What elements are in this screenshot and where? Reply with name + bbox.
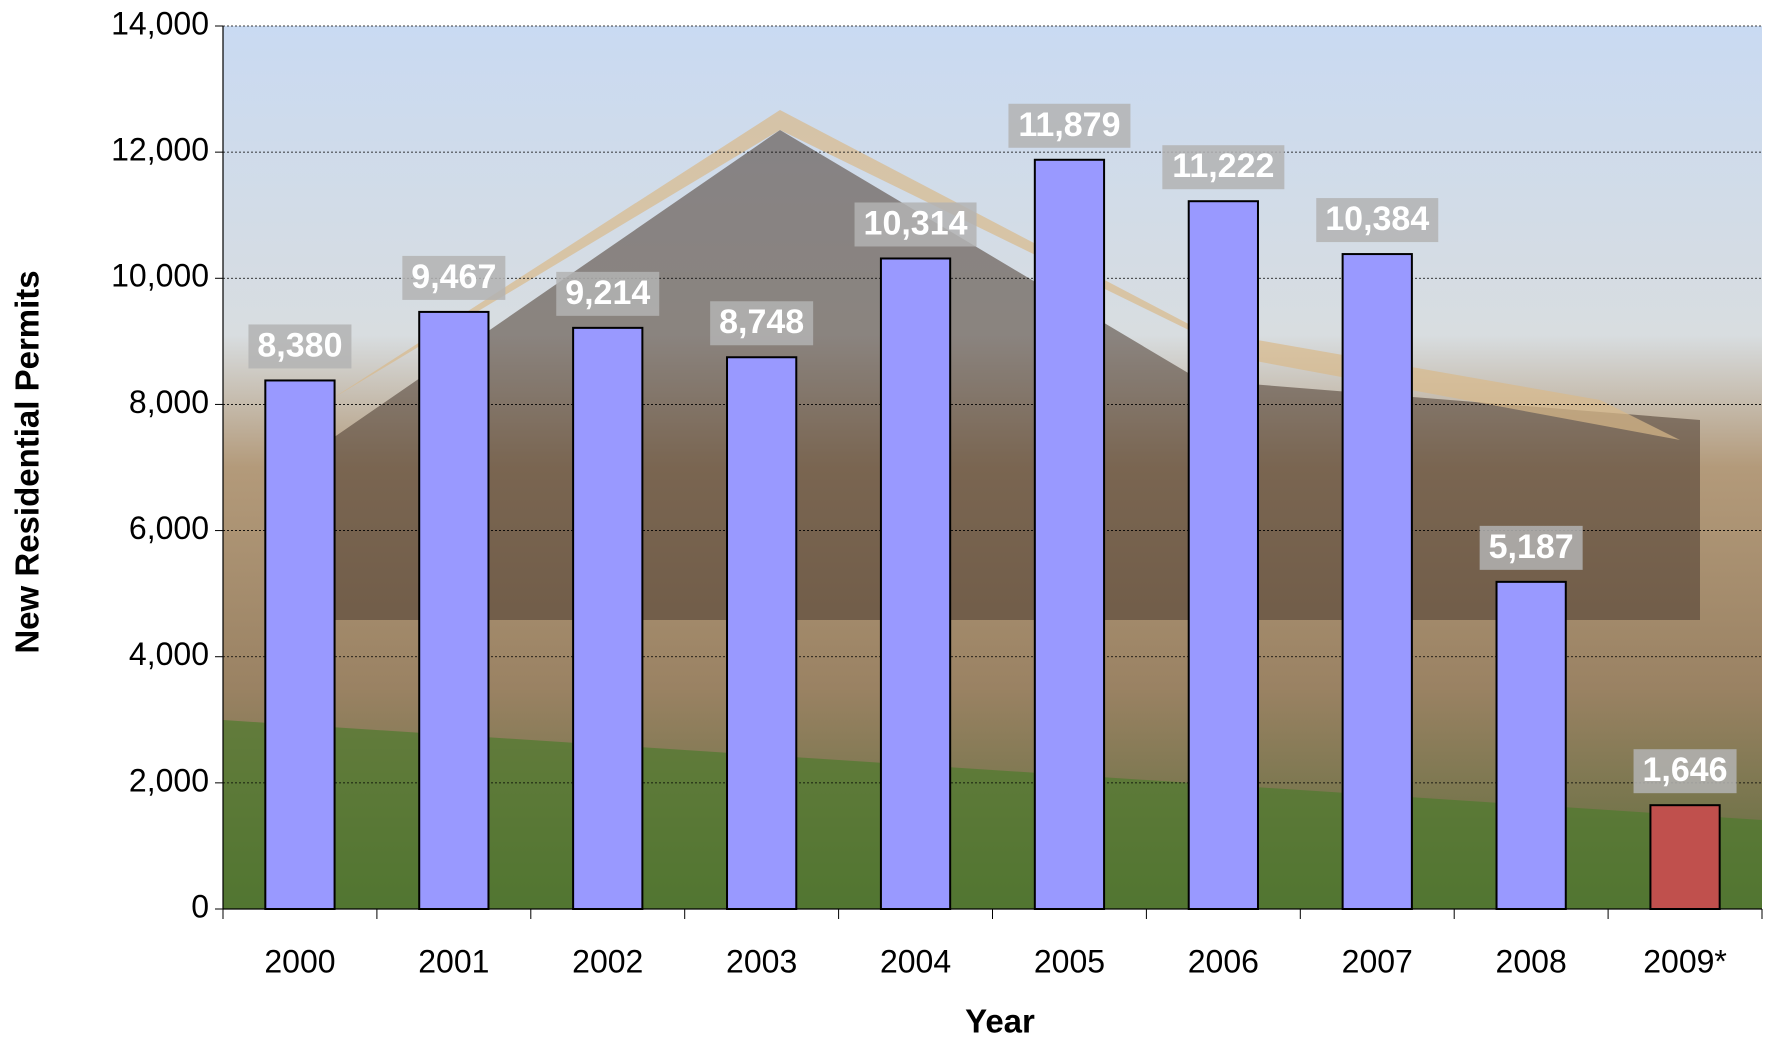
value-label: 9,467 (411, 258, 496, 296)
bar (418, 310, 490, 910)
bar (1341, 253, 1413, 910)
bar (1649, 804, 1721, 911)
value-label-box (1162, 145, 1285, 190)
value-label: 10,384 (1325, 200, 1429, 238)
value-label: 5,187 (1489, 528, 1574, 566)
x-tick-label: 2000 (264, 943, 335, 979)
x-tick-label: 2006 (1188, 943, 1259, 979)
value-label: 8,380 (257, 326, 342, 364)
y-tick-label: 10,000 (111, 258, 209, 294)
value-label: 10,314 (864, 204, 968, 242)
x-tick-label: 2003 (726, 943, 797, 979)
x-tick-label: 2007 (1342, 943, 1413, 979)
value-label-box (1633, 749, 1737, 794)
value-label: 8,748 (719, 303, 804, 341)
x-tick-label: 2002 (572, 943, 643, 979)
bar (1033, 158, 1106, 911)
value-label-box (1479, 525, 1583, 570)
y-tick-label: 4,000 (129, 636, 209, 672)
value-label-box (248, 324, 352, 369)
y-tick-label: 0 (191, 888, 209, 924)
value-label-box (854, 202, 977, 247)
x-axis-title: Year (965, 1003, 1035, 1040)
value-label: 11,879 (1018, 106, 1120, 144)
value-label-box (1008, 103, 1131, 148)
x-tick-label: 2009* (1643, 943, 1727, 979)
value-label: 1,646 (1643, 751, 1728, 789)
y-axis-title: New Residential Permits (9, 270, 46, 653)
y-tick-label: 2,000 (129, 762, 209, 798)
x-tick-label: 2008 (1496, 943, 1567, 979)
bar (1187, 200, 1259, 911)
y-tick-label: 8,000 (129, 384, 209, 420)
bar (264, 379, 336, 910)
value-label-box (1316, 198, 1439, 243)
value-label: 9,214 (565, 274, 650, 312)
x-tick-label: 2004 (880, 943, 951, 979)
bar (572, 326, 644, 910)
value-label-box (556, 271, 660, 316)
bar (726, 356, 798, 910)
value-label-box (402, 255, 506, 300)
value-label-box (710, 301, 814, 346)
y-tick-label: 6,000 (129, 510, 209, 546)
y-tick-label: 12,000 (111, 132, 209, 168)
y-tick-label: 14,000 (111, 5, 209, 41)
x-tick-label: 2005 (1034, 943, 1105, 979)
bar (1495, 580, 1567, 910)
x-tick-label: 2001 (418, 943, 489, 979)
value-label: 11,222 (1172, 147, 1274, 185)
bar (879, 257, 952, 911)
